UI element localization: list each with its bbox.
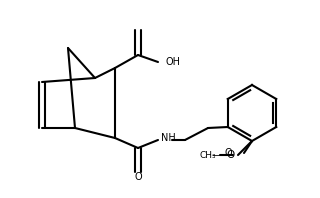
Text: NH: NH <box>161 133 176 143</box>
Text: CH₃: CH₃ <box>199 150 216 160</box>
Text: —: — <box>211 150 221 160</box>
Text: O: O <box>134 172 142 182</box>
Text: O: O <box>227 150 235 160</box>
Text: OH: OH <box>166 57 181 67</box>
Text: O: O <box>224 148 232 158</box>
